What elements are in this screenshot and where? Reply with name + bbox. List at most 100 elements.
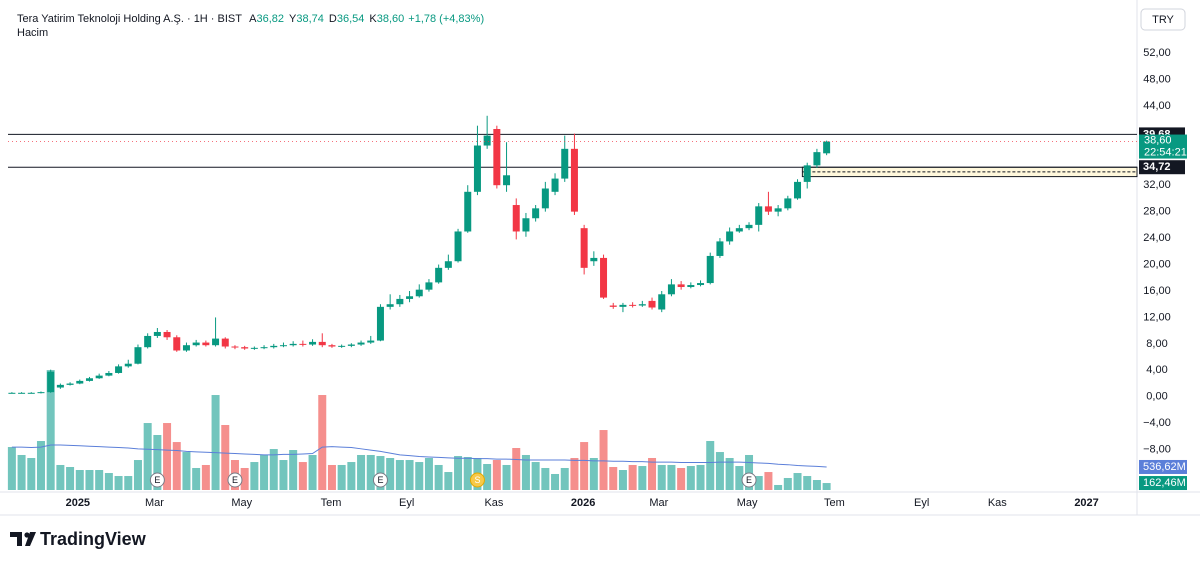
candle-body bbox=[580, 228, 588, 268]
candle-body bbox=[619, 304, 627, 307]
volume-bar bbox=[318, 395, 327, 490]
ohlc-label: K bbox=[369, 13, 377, 25]
candle-body bbox=[667, 284, 675, 295]
candle-body bbox=[76, 380, 84, 384]
y-tick-label: 32,00 bbox=[1143, 179, 1171, 191]
y-tick-label: 20,00 bbox=[1143, 258, 1171, 270]
candle-body bbox=[386, 304, 394, 307]
candle-body bbox=[212, 338, 220, 346]
candle-body bbox=[347, 344, 355, 346]
candle-body bbox=[153, 331, 161, 336]
candle-body bbox=[66, 383, 74, 385]
volume-bar bbox=[822, 483, 831, 490]
volume-bar bbox=[774, 484, 783, 490]
volume-bar bbox=[327, 464, 336, 490]
volume-bar bbox=[803, 476, 812, 490]
candle-body bbox=[396, 298, 404, 305]
candle-body bbox=[182, 345, 190, 351]
volume-bar bbox=[308, 454, 317, 490]
volume-bar bbox=[337, 464, 346, 490]
candle-body bbox=[706, 255, 714, 284]
candle-body bbox=[376, 306, 384, 341]
candle-body bbox=[512, 205, 520, 232]
volume-bar bbox=[628, 464, 637, 490]
volume-bar bbox=[783, 477, 792, 490]
volume-bar bbox=[347, 462, 356, 490]
candle-body bbox=[318, 341, 326, 346]
volume-bar bbox=[279, 460, 288, 490]
volume-bar bbox=[17, 454, 26, 490]
volume-bar bbox=[27, 457, 36, 490]
volume-bar bbox=[648, 457, 657, 490]
volume-bar bbox=[638, 466, 647, 490]
candle-body bbox=[658, 294, 666, 310]
candle-body bbox=[27, 392, 35, 394]
x-tick-label: Mar bbox=[145, 497, 164, 509]
symbol-title: Tera Yatirim Teknoloji Holding A.Ş. · 1H… bbox=[17, 13, 242, 25]
candle-body bbox=[299, 343, 307, 345]
event-marker bbox=[149, 472, 165, 488]
candle-body bbox=[221, 338, 229, 347]
y-tick-label: −4,00 bbox=[1143, 417, 1171, 429]
y-tick-label: 0,00 bbox=[1146, 391, 1167, 403]
candle-body bbox=[532, 208, 540, 219]
volume-bar bbox=[667, 464, 676, 490]
volume-bar bbox=[211, 395, 220, 490]
candle-body bbox=[716, 241, 724, 256]
volume-bar bbox=[221, 425, 230, 490]
candle-body bbox=[231, 346, 239, 348]
candle-body bbox=[37, 392, 45, 394]
volume-bar bbox=[706, 441, 715, 490]
brand-name: TradingView bbox=[40, 529, 147, 549]
candle-body bbox=[270, 345, 278, 348]
candle-body bbox=[803, 165, 811, 182]
event-marker bbox=[741, 472, 757, 488]
volume-bar bbox=[560, 467, 569, 490]
candle-body bbox=[522, 218, 530, 232]
x-tick-label: Tem bbox=[321, 497, 342, 509]
volume-bar bbox=[686, 466, 695, 490]
x-tick-label: 2027 bbox=[1074, 497, 1098, 509]
x-tick-label: 2025 bbox=[66, 497, 90, 509]
x-tick-label: Tem bbox=[824, 497, 845, 509]
currency-button[interactable] bbox=[1140, 8, 1186, 31]
volume-bar bbox=[677, 467, 686, 490]
candle-body bbox=[192, 342, 200, 346]
price-line-label: 34,72 bbox=[1143, 161, 1171, 173]
price-change: +1,78 (+4,83%) bbox=[408, 13, 484, 25]
volume-bar bbox=[463, 457, 472, 490]
volume-bar bbox=[153, 435, 162, 490]
candle-body bbox=[813, 152, 821, 166]
candle-body bbox=[241, 347, 249, 349]
candle-body bbox=[726, 231, 734, 242]
event-marker bbox=[227, 472, 243, 488]
candle-body bbox=[56, 384, 64, 388]
volume-bar bbox=[182, 452, 191, 490]
x-tick-label: May bbox=[737, 497, 758, 509]
ohlc-label: D bbox=[329, 13, 337, 25]
event-label: E bbox=[746, 475, 752, 485]
candle-body bbox=[202, 342, 210, 346]
volume-bar bbox=[289, 450, 298, 490]
volume-bar bbox=[444, 472, 453, 490]
candle-body bbox=[289, 343, 297, 346]
candle-body bbox=[134, 347, 142, 364]
volume-bar bbox=[745, 454, 754, 490]
candle-body bbox=[8, 392, 16, 394]
ohlc-value: 38,60 bbox=[377, 13, 405, 25]
volume-bar bbox=[85, 470, 94, 490]
candle-body bbox=[600, 257, 608, 298]
volume-bar bbox=[56, 464, 65, 490]
y-tick-label: 12,00 bbox=[1143, 311, 1171, 323]
candle-body bbox=[464, 191, 472, 232]
candle-body bbox=[406, 296, 414, 299]
volume-bar bbox=[551, 473, 560, 490]
candle-body bbox=[541, 188, 549, 209]
last-price-label: 38,60 bbox=[1144, 134, 1172, 146]
currency-label[interactable]: TRY bbox=[1152, 14, 1174, 26]
candle-body bbox=[309, 341, 317, 345]
candle-body bbox=[367, 340, 375, 343]
y-tick-label: 48,00 bbox=[1143, 73, 1171, 85]
volume-bar bbox=[725, 457, 734, 490]
candle-body bbox=[774, 208, 782, 212]
